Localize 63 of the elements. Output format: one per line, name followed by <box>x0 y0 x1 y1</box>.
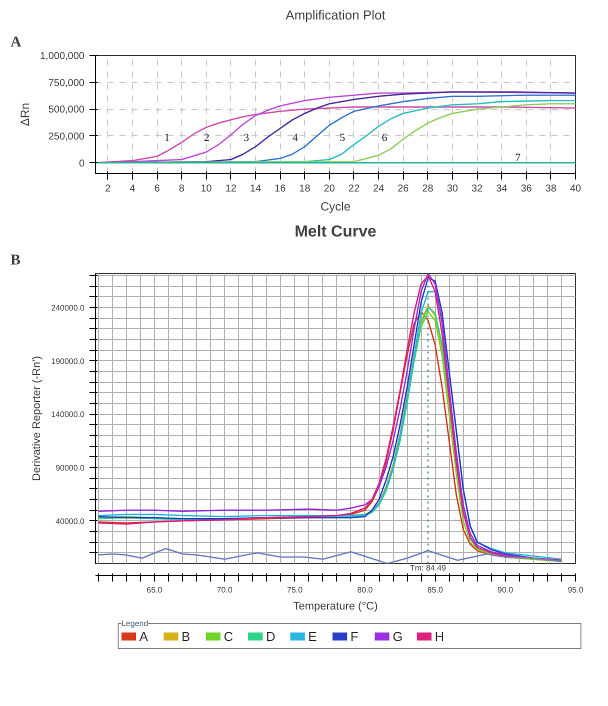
y-tick-label: 250,000 <box>48 131 85 142</box>
series-label: 6 <box>382 132 388 144</box>
x-tick-label: 38 <box>545 184 557 194</box>
legend-label: C <box>224 629 234 644</box>
chart-title: Melt Curve <box>294 224 376 240</box>
legend-label: F <box>350 629 358 644</box>
x-tick-label: 85.0 <box>427 586 444 594</box>
x-tick-label: 12 <box>225 184 237 194</box>
y-tick-label: 240000.0 <box>51 304 86 313</box>
legend-label: B <box>182 629 190 644</box>
legend-label: A <box>139 629 148 644</box>
y-tick-label: 0 <box>78 158 85 170</box>
legend-label: E <box>308 629 318 644</box>
x-tick-label: 28 <box>422 184 434 194</box>
line-series <box>98 548 562 564</box>
y-tick-label: 140000.0 <box>51 410 86 420</box>
y-tick-label: 750,000 <box>48 78 85 89</box>
series-label: 5 <box>340 132 346 144</box>
legend-title: Legend <box>121 619 148 628</box>
x-tick-label: 34 <box>496 184 508 194</box>
series-label: 2 <box>204 132 210 144</box>
x-tick-label: 40 <box>570 184 582 194</box>
y-axis-title: ΔRn <box>18 102 32 126</box>
x-tick-label: 10 <box>200 184 212 194</box>
x-tick-label: 8 <box>178 184 185 194</box>
series-label: 1 <box>164 132 170 144</box>
x-tick-label: 2 <box>105 184 112 194</box>
text: B <box>10 252 21 268</box>
x-tick-label: 65.0 <box>146 586 163 594</box>
legend-label: H <box>434 629 444 644</box>
x-tick-label: 16 <box>274 184 286 194</box>
ref-line-label: Tm: 84.49 <box>410 564 447 572</box>
x-tick-label: 24 <box>373 184 385 194</box>
x-tick-label: 70.0 <box>216 586 233 594</box>
x-tick-label: 90.0 <box>498 586 514 594</box>
x-tick-label: 26 <box>398 184 410 194</box>
x-tick-label: 95.0 <box>568 586 584 594</box>
x-tick-label: 80.0 <box>357 586 374 594</box>
legend-label: G <box>392 629 403 644</box>
y-tick-label: 500,000 <box>48 104 85 116</box>
text: A <box>10 34 22 50</box>
series-label: 7 <box>515 152 522 164</box>
y-axis-title: Derivative Reporter (-Rn') <box>31 356 44 481</box>
y-tick-label: 40000.0 <box>56 516 86 526</box>
series-label: 3 <box>244 132 250 144</box>
x-tick-label: 6 <box>154 184 160 194</box>
y-tick-label: 190000.0 <box>51 356 86 366</box>
legend-label: D <box>266 629 276 644</box>
series-label: 4 <box>292 132 298 144</box>
x-tick-label: 32 <box>471 184 484 194</box>
y-tick-label: 1,000,000 <box>40 51 85 62</box>
x-tick-label: 22 <box>348 184 360 194</box>
x-axis-title: Temperature (°C) <box>293 600 378 612</box>
x-tick-label: 36 <box>520 184 532 194</box>
chart-title: Amplification Plot <box>286 8 386 22</box>
x-tick-label: 18 <box>299 184 311 194</box>
x-tick-label: 30 <box>446 184 458 194</box>
x-tick-label: 75.0 <box>287 586 304 594</box>
x-axis-title: Cycle <box>320 200 351 214</box>
x-tick-label: 14 <box>250 184 262 194</box>
y-tick-label: 90000.0 <box>56 464 86 473</box>
x-tick-label: 20 <box>324 184 336 194</box>
x-tick-label: 4 <box>130 184 136 194</box>
